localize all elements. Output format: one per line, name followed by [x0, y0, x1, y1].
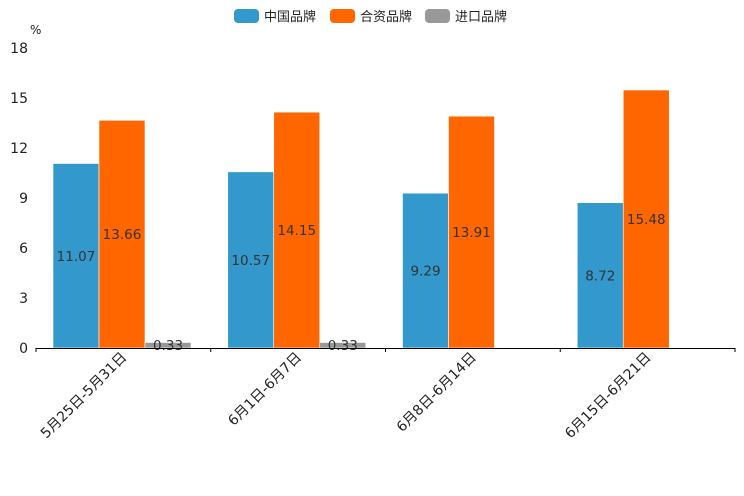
data-label: 13.66 [103, 227, 142, 243]
data-label: 9.29 [410, 264, 440, 280]
legend-swatch [425, 9, 450, 23]
bar[interactable] [448, 115, 495, 349]
y-tick-label: 18 [10, 41, 28, 57]
legend-label: 中国品牌 [264, 9, 316, 25]
x-category-label: 6月8日-6月14日 [394, 350, 480, 436]
bar[interactable] [576, 202, 624, 349]
legend-label: 合资品牌 [360, 9, 412, 25]
legend-label: 进口品牌 [455, 9, 507, 25]
legend-item[interactable]: 进口品牌 [425, 9, 507, 25]
legend-swatch [234, 9, 259, 23]
data-label: 15.48 [627, 212, 666, 228]
bars [52, 89, 670, 349]
y-tick-label: 15 [10, 91, 28, 107]
data-label: 11.07 [57, 249, 96, 265]
data-labels: 11.07 13.66 0.33 10.57 14.15 0.33 9.29 13.91 8.7… [57, 212, 666, 354]
y-tick-label: 9 [19, 191, 28, 207]
x-category-label: 5月25日-5月31日 [38, 350, 130, 442]
bar[interactable] [273, 111, 321, 349]
y-axis-unit: % [30, 23, 41, 37]
data-label: 0.33 [153, 338, 183, 354]
y-tick-label: 6 [19, 241, 28, 257]
data-label: 8.72 [585, 268, 615, 284]
y-tick-label: 0 [19, 341, 28, 357]
legend: 中国品牌 合资品牌 进口品牌 [234, 9, 507, 25]
data-label: 14.15 [277, 223, 316, 239]
x-axis: 5月25日-5月31日 6月1日-6月7日 6月8日-6月14日 6月15日-6月21… [35, 348, 736, 442]
data-label: 0.33 [328, 338, 358, 354]
y-tick-label: 3 [19, 291, 28, 307]
y-axis: 0 3 6 9 12 15 18 [10, 41, 28, 357]
x-category-label: 6月1日-6月7日 [225, 350, 305, 430]
x-category-label: 6月15日-6月21日 [562, 350, 654, 442]
bar[interactable] [52, 163, 100, 349]
data-label: 10.57 [231, 253, 270, 269]
bar[interactable] [402, 192, 449, 349]
y-tick-label: 12 [10, 141, 28, 157]
legend-swatch [330, 9, 355, 23]
legend-item[interactable]: 合资品牌 [330, 9, 412, 25]
legend-item[interactable]: 中国品牌 [234, 9, 316, 25]
data-label: 13.91 [452, 225, 491, 241]
bar[interactable] [98, 120, 146, 349]
